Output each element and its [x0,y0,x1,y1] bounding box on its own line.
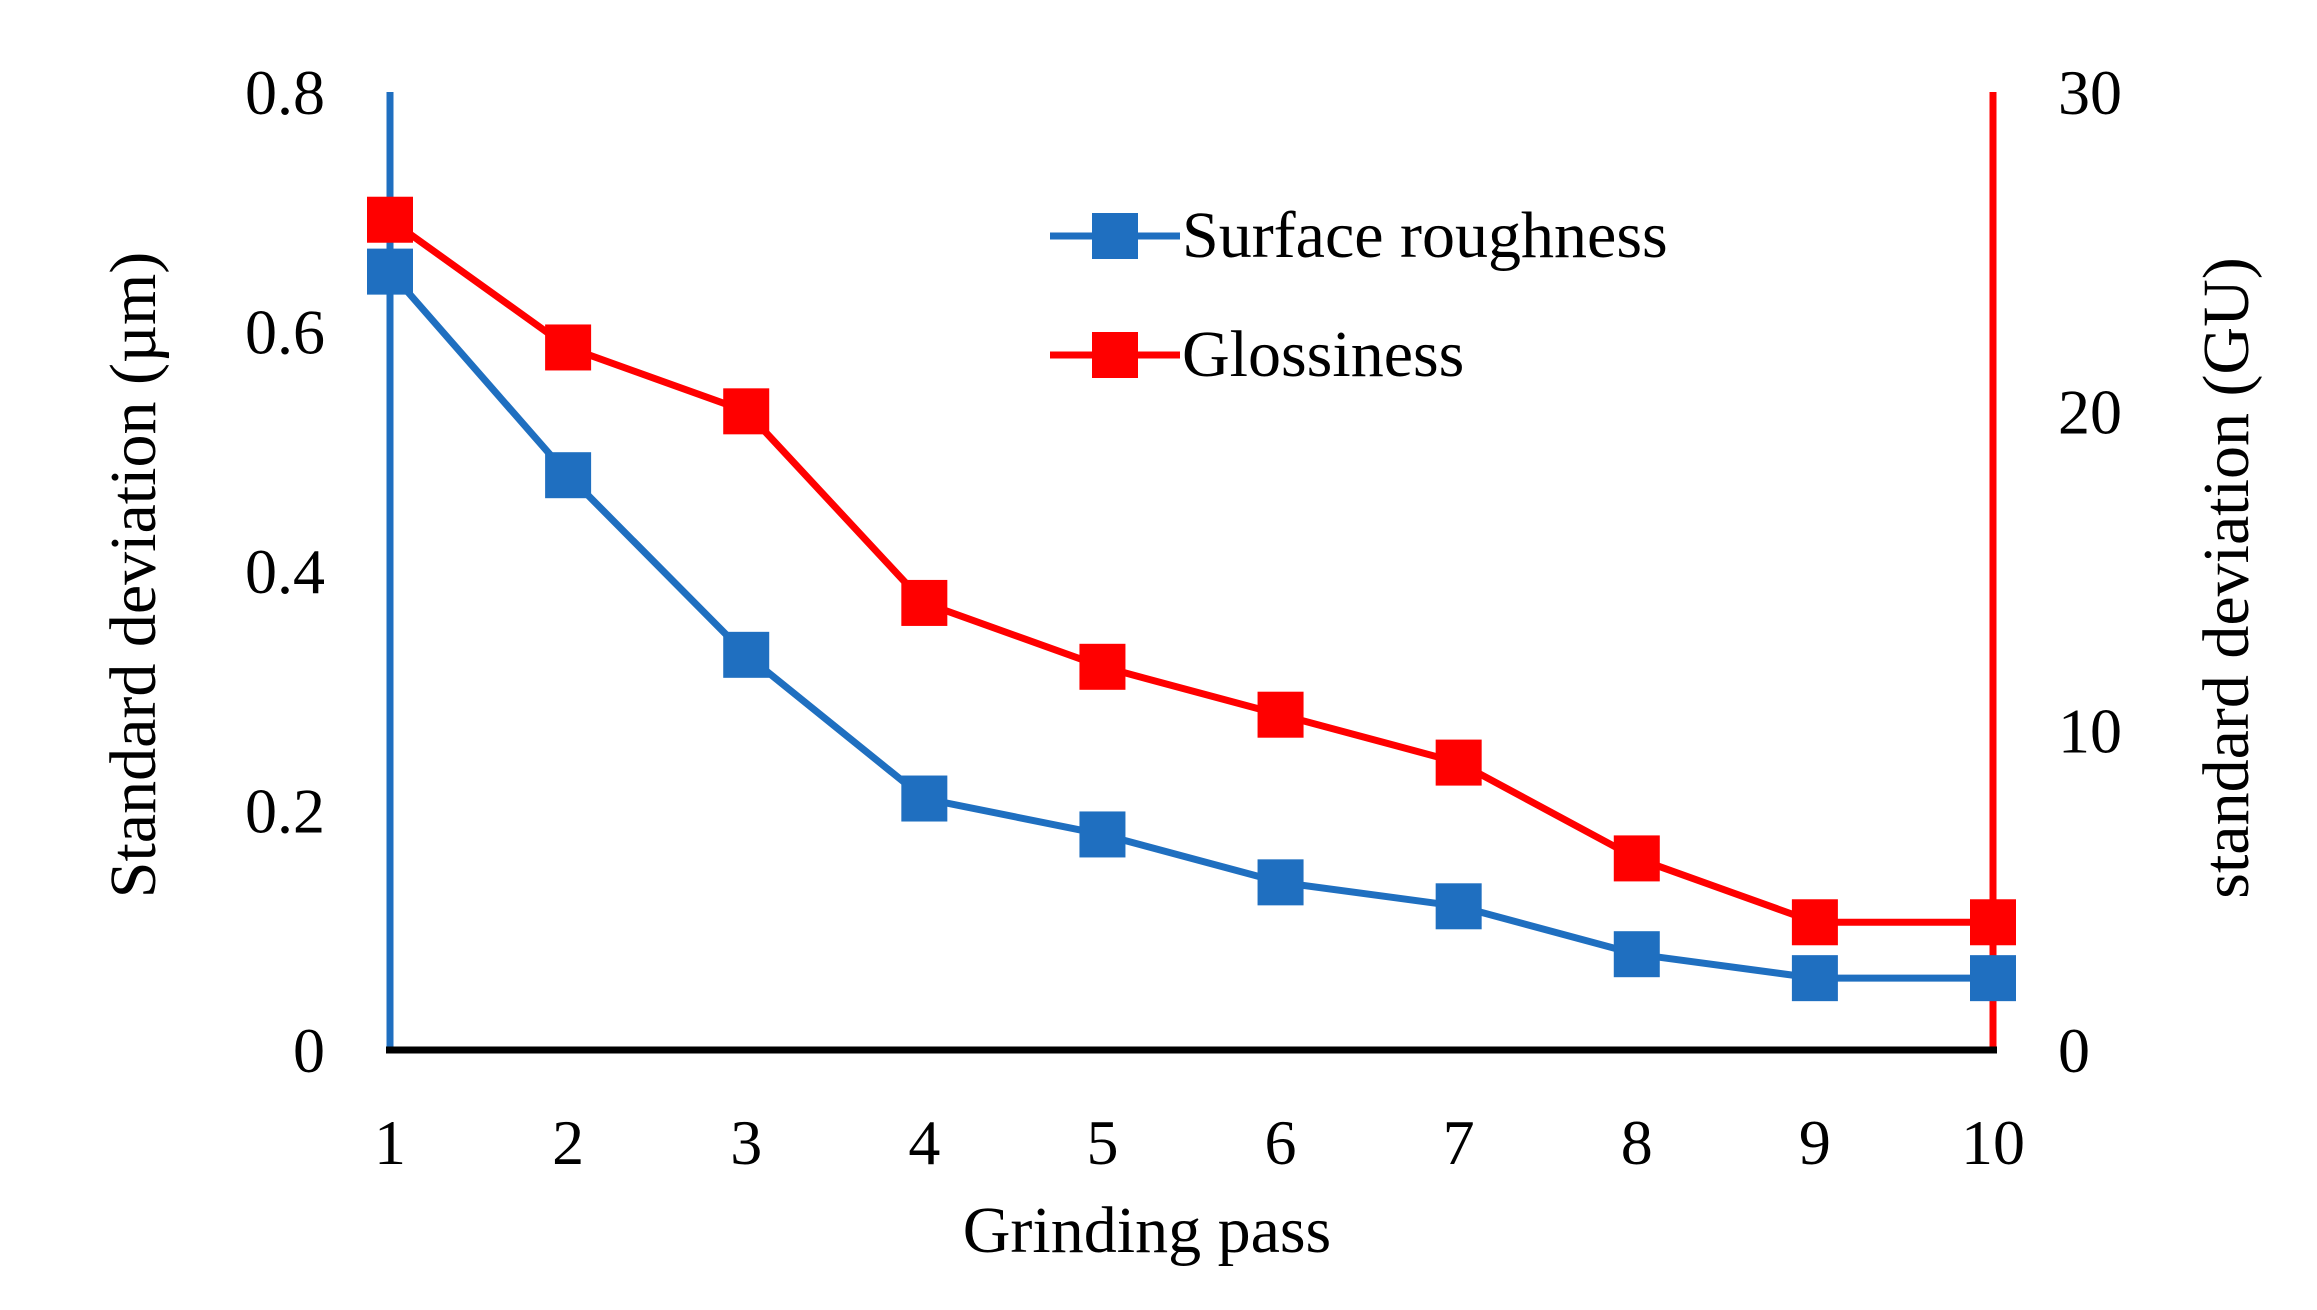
data-point [367,196,413,243]
data-point [723,388,770,435]
data-point [1970,899,2016,946]
series-surface-roughness [367,248,2016,1002]
x-tick-label: 2 [552,1107,584,1178]
legend-marker-surface-roughness [1092,213,1138,259]
left-y-axis-title: Standard deviation (µm) [97,252,170,899]
data-point [545,324,592,371]
x-tick-label: 9 [1799,1107,1831,1178]
series-line [387,269,1993,982]
legend-item-glossiness: Glossiness [1050,318,1464,391]
data-point [1435,883,1482,930]
series-line [387,216,1993,926]
x-tick-label: 8 [1621,1107,1653,1178]
legend-label-surface-roughness: Surface roughness [1182,199,1668,272]
data-point [1079,643,1126,690]
series-layer [367,196,2016,1002]
left-y-tick-label: 0 [293,1015,325,1086]
left-y-tick-label: 0.2 [245,776,325,847]
series-glossiness [367,196,2016,946]
data-point [1079,811,1126,858]
right-y-tick-label: 20 [2058,376,2122,447]
data-point [1257,691,1304,738]
legend-item-surface-roughness: Surface roughness [1050,199,1668,272]
data-point [1257,859,1304,906]
legend-marker-glossiness [1092,332,1138,378]
x-tick-label: 10 [1961,1107,2025,1178]
data-point [545,452,592,499]
x-tick-label: 4 [908,1107,940,1178]
data-point [1435,739,1482,786]
x-tick-label: 7 [1443,1107,1475,1178]
data-point [1613,835,1660,882]
x-tick-label: 5 [1086,1107,1118,1178]
right-y-tick-label: 10 [2058,696,2122,767]
data-point [1791,899,1838,946]
data-point [1613,931,1660,978]
x-tick-label: 6 [1265,1107,1297,1178]
x-tick-label: 1 [374,1107,406,1178]
legend-label-glossiness: Glossiness [1182,318,1464,391]
legend: Surface roughness Glossiness [1050,199,1668,391]
left-y-tick-label: 0.6 [245,297,325,368]
right-y-axis-title: standard deviation (GU) [2190,257,2263,898]
x-tick-label: 3 [730,1107,762,1178]
data-point [1791,955,1838,1002]
right-y-tick-label: 30 [2058,57,2122,128]
data-point [901,775,948,822]
left-y-tick-label: 0.4 [245,536,325,607]
left-y-tick-label: 0.8 [245,57,325,128]
x-axis-title: Grinding pass [963,1194,1331,1267]
data-point [723,631,770,678]
data-point [367,248,413,295]
data-point [901,579,948,626]
data-point [1970,955,2016,1002]
right-y-tick-label: 0 [2058,1015,2090,1086]
ticks: 0 0.2 0.4 0.6 0.8 0 10 20 30 1 2 3 4 5 6 7 8 9 10 [245,57,2122,1178]
